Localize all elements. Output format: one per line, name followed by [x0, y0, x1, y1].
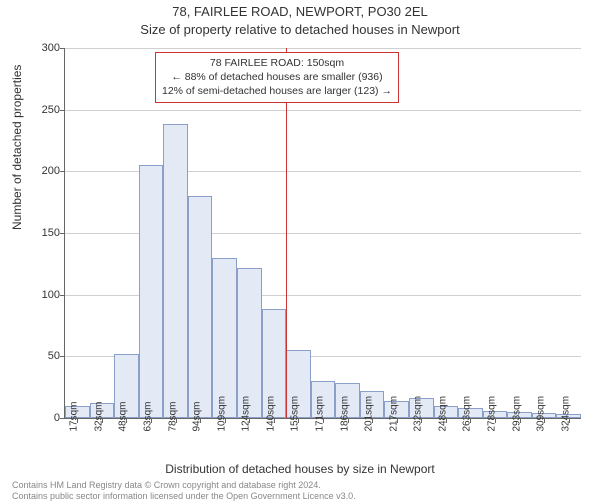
gridline — [65, 110, 581, 111]
y-tick — [60, 171, 65, 172]
x-axis-label: Distribution of detached houses by size … — [0, 462, 600, 476]
property-marker-line — [286, 48, 287, 418]
y-tick — [60, 48, 65, 49]
annotation-box: 78 FAIRLEE ROAD: 150sqm ← 88% of detache… — [155, 52, 399, 103]
histogram-bar — [188, 196, 213, 418]
y-tick — [60, 418, 65, 419]
y-tick-label: 250 — [32, 104, 60, 116]
footer-line-1: Contains HM Land Registry data © Crown c… — [12, 480, 356, 491]
y-tick-label: 50 — [32, 350, 60, 362]
subtitle: Size of property relative to detached ho… — [0, 22, 600, 37]
histogram-bar — [163, 124, 188, 418]
gridline — [65, 48, 581, 49]
annot-line-1: 78 FAIRLEE ROAD: 150sqm — [162, 56, 392, 70]
y-tick-label: 300 — [32, 42, 60, 54]
annot-line-2: ← 88% of detached houses are smaller (93… — [162, 70, 392, 84]
annot-line-3: 12% of semi-detached houses are larger (… — [162, 84, 392, 98]
footer-attribution: Contains HM Land Registry data © Crown c… — [12, 480, 356, 502]
y-tick — [60, 110, 65, 111]
histogram-bar — [212, 258, 237, 418]
y-tick — [60, 356, 65, 357]
y-tick — [60, 233, 65, 234]
address-title: 78, FAIRLEE ROAD, NEWPORT, PO30 2EL — [0, 4, 600, 19]
y-tick-label: 200 — [32, 165, 60, 177]
histogram-bar — [139, 165, 164, 418]
y-tick-label: 150 — [32, 227, 60, 239]
histogram-plot: 78 FAIRLEE ROAD: 150sqm ← 88% of detache… — [64, 48, 581, 419]
y-tick — [60, 295, 65, 296]
y-axis-label: Number of detached properties — [10, 65, 24, 230]
y-tick-label: 0 — [32, 412, 60, 424]
y-tick-label: 100 — [32, 289, 60, 301]
